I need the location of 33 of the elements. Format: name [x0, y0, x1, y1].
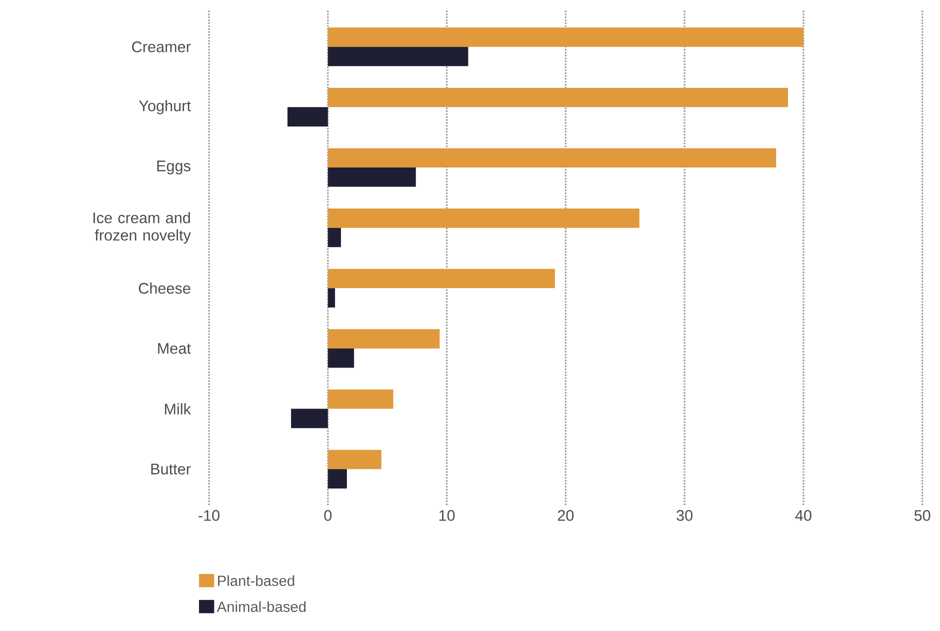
bar: [328, 208, 640, 228]
x-tick-label: 50: [914, 510, 930, 522]
bar: [328, 450, 382, 470]
bar: [328, 47, 468, 66]
x-tick-label: 30: [676, 510, 692, 522]
legend-label: Plant-based: [218, 575, 294, 586]
y-tick-label: Eggs: [157, 160, 190, 175]
y-tick-label: Cheese: [138, 282, 190, 294]
x-tick-label: 20: [558, 510, 574, 522]
y-tick-label: Yoghurt: [138, 100, 191, 114]
bar: [328, 469, 347, 489]
y-tick-label: Ice cream and frozen novelty: [94, 212, 191, 244]
legend-label: Animal-based: [216, 601, 306, 612]
bar: [328, 329, 440, 349]
y-tick-label: Meat: [158, 343, 191, 354]
bar: [328, 228, 341, 248]
bar: [328, 148, 776, 168]
x-tick-label: 0: [324, 510, 332, 522]
bar: [328, 390, 394, 409]
bar: [328, 28, 804, 48]
y-tick-label: Milk: [164, 403, 191, 415]
bar: [287, 107, 328, 127]
x-tick-label: 10: [439, 510, 455, 522]
x-tick-label: 40: [795, 510, 812, 522]
y-tick-label: Creamer: [132, 42, 191, 52]
bar: [328, 88, 788, 108]
x-tick-label: -10: [198, 510, 220, 522]
bar: [328, 168, 416, 187]
bar: [328, 269, 555, 288]
bar: [328, 288, 336, 308]
y-tick-label: Butter: [151, 464, 191, 475]
bar: [291, 408, 328, 428]
bar: [328, 348, 354, 368]
